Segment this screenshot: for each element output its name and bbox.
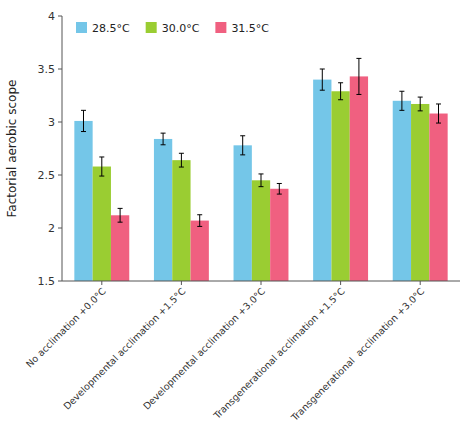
- legend-item: 30.0°C: [146, 22, 200, 35]
- bar: [429, 114, 447, 281]
- y-tick-label: 3: [48, 116, 55, 129]
- x-tick-label: Developmental acclimation +1.5°C: [61, 285, 188, 412]
- bar: [111, 215, 129, 281]
- error-bar: [118, 208, 123, 222]
- legend: 28.5°C 30.0°C 31.5°C: [76, 22, 269, 35]
- bar: [411, 104, 429, 281]
- error-bar: [99, 157, 104, 176]
- x-tick: [101, 281, 102, 285]
- y-tick-label: 2: [48, 222, 55, 235]
- error-bar: [161, 133, 166, 145]
- x-tick: [181, 281, 182, 285]
- bar: [252, 180, 270, 281]
- error-bar: [277, 183, 282, 194]
- x-axis: No acclimation +0.0°CDevelopmental accli…: [24, 281, 427, 423]
- bar: [270, 189, 288, 281]
- bar: [172, 160, 190, 281]
- error-bar: [418, 97, 423, 111]
- y-axis-line: [62, 16, 63, 281]
- y-tick: [58, 69, 62, 70]
- error-bar: [356, 58, 361, 94]
- error-bar: [197, 215, 202, 227]
- error-bar: [240, 136, 245, 155]
- bar: [154, 139, 172, 281]
- x-tick-label: Developmental acclimation +3.0°C: [141, 285, 268, 412]
- x-tick-label: Transgenerational acclimation +3.0°C: [288, 285, 427, 423]
- error-bar: [259, 174, 264, 187]
- error-bar: [320, 69, 325, 90]
- legend-label: 28.5°C: [92, 22, 130, 35]
- error-bar: [179, 153, 184, 167]
- y-tick: [58, 175, 62, 176]
- bar: [74, 121, 92, 281]
- legend-item: 28.5°C: [76, 22, 130, 35]
- y-tick-label: 4: [48, 10, 55, 23]
- bar: [350, 76, 368, 281]
- y-axis-label: Factorial aerobic scope: [5, 80, 19, 218]
- legend-swatch: [76, 22, 87, 33]
- error-bar: [338, 83, 343, 100]
- bar: [331, 91, 349, 281]
- chart: 1.5 2 2.5 3 3.5 4 Factorial aerobic scope No ac…: [0, 0, 474, 423]
- legend-swatch: [146, 22, 157, 33]
- x-tick-label: Transgenerational acclimation +1.5°C: [211, 285, 347, 421]
- legend-item: 31.5°C: [215, 22, 269, 35]
- error-bar: [399, 91, 404, 110]
- legend-swatch: [215, 22, 226, 33]
- bar: [191, 221, 209, 281]
- x-tick: [261, 281, 262, 285]
- y-axis: 1.5 2 2.5 3 3.5 4: [38, 10, 63, 288]
- error-bar: [81, 110, 86, 131]
- error-bar: [436, 104, 441, 123]
- legend-label: 31.5°C: [231, 22, 269, 35]
- y-tick: [58, 122, 62, 123]
- bar: [234, 145, 252, 281]
- legend-label: 30.0°C: [162, 22, 200, 35]
- x-tick: [420, 281, 421, 285]
- y-tick-label: 1.5: [38, 275, 56, 288]
- bar: [93, 167, 111, 281]
- x-tick: [340, 281, 341, 285]
- y-tick: [58, 16, 62, 17]
- y-tick: [58, 228, 62, 229]
- bars: [74, 58, 447, 281]
- bar: [313, 80, 331, 281]
- y-tick-label: 3.5: [38, 63, 56, 76]
- y-tick-label: 2.5: [38, 169, 56, 182]
- x-tick-label: No acclimation +0.0°C: [24, 285, 109, 370]
- bar: [393, 101, 411, 281]
- y-tick: [58, 281, 62, 282]
